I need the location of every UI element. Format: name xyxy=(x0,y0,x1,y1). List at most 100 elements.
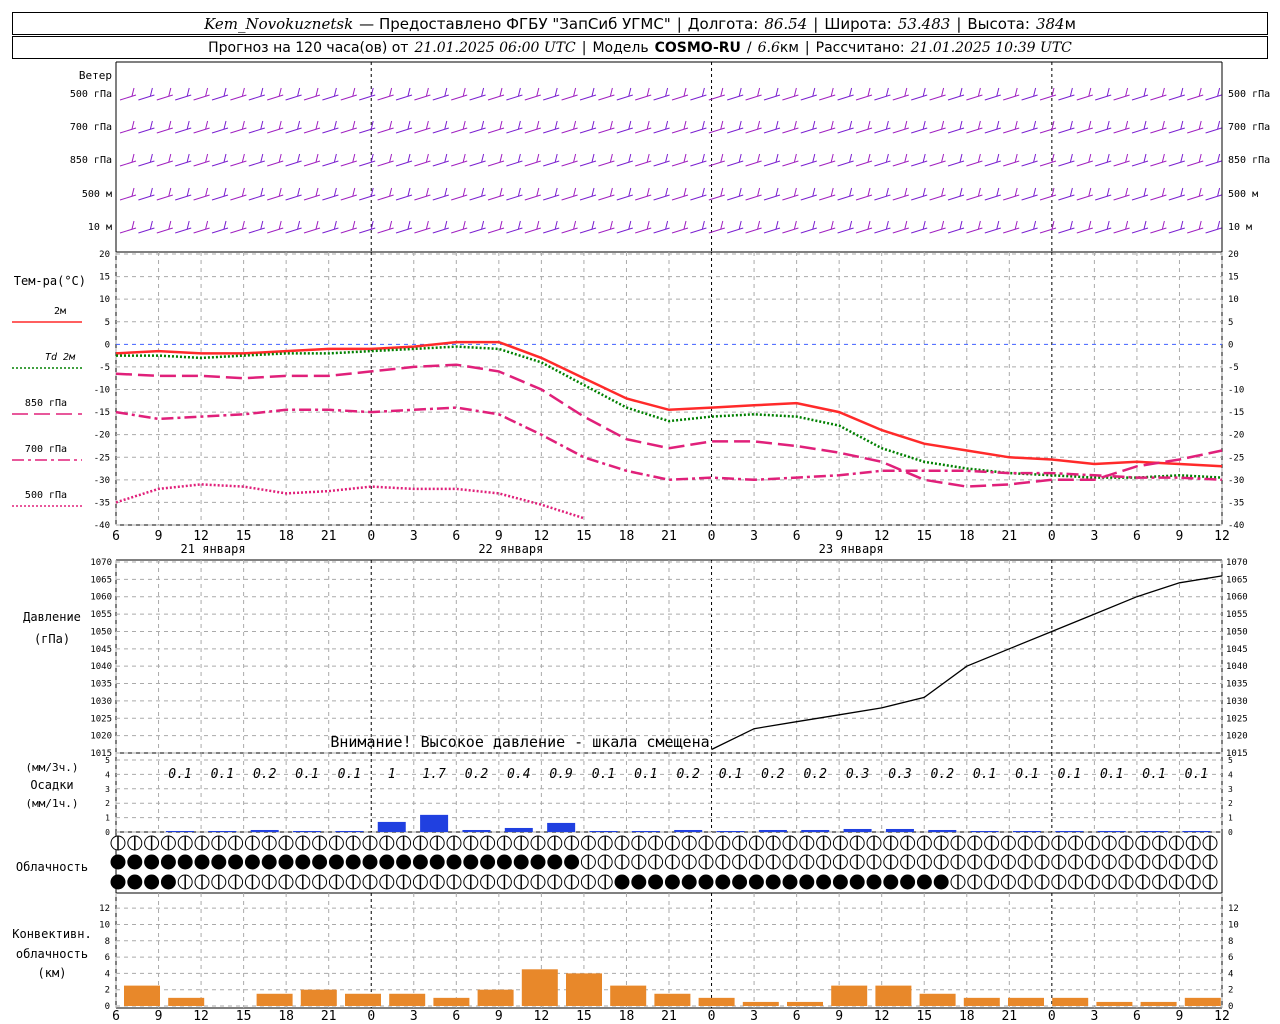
wind-barb-feather xyxy=(1088,153,1092,163)
wind-barb xyxy=(543,194,560,201)
precip-total: 0.1 xyxy=(634,767,657,782)
wind-barb xyxy=(819,94,836,101)
precip-bar xyxy=(504,827,533,832)
wind-barb-feather xyxy=(425,187,429,197)
wind-barb xyxy=(763,127,781,134)
pressure-tick: 1050 xyxy=(90,627,112,637)
temp-tick: 10 xyxy=(99,295,110,305)
pressure-tick: 1060 xyxy=(90,593,112,603)
wind-barb-feather xyxy=(241,153,245,163)
wind-barb xyxy=(1113,194,1130,201)
sep: | xyxy=(813,14,819,33)
hour-label: 9 xyxy=(835,1009,843,1024)
precip-tick: 1 xyxy=(1228,814,1233,823)
wind-barb xyxy=(911,194,928,201)
conv-bar xyxy=(300,989,337,1006)
wind-barb-feather xyxy=(793,87,797,97)
wind-barb xyxy=(763,160,781,167)
precip-tick: 5 xyxy=(105,756,110,765)
pressure-warning: Внимание! Высокое давление - шкала смеще… xyxy=(330,733,709,751)
wind-barb xyxy=(690,127,707,134)
wind-barb-feather xyxy=(278,120,282,130)
wind-barb xyxy=(303,227,321,234)
wind-barb-feather xyxy=(297,187,301,197)
wind-barb xyxy=(248,127,265,134)
wind-barb-feather xyxy=(977,153,981,163)
conv-tick: 0 xyxy=(105,1002,110,1012)
precip-bar xyxy=(250,829,279,832)
cloud-symbol xyxy=(379,854,395,870)
hour-label: 9 xyxy=(1176,529,1184,544)
wind-barb xyxy=(727,194,744,201)
wind-barb xyxy=(708,94,725,101)
wind-barb xyxy=(1205,160,1222,167)
wind-barb-feather xyxy=(1217,153,1221,163)
wind-barb xyxy=(837,94,854,101)
wind-barb xyxy=(1205,127,1222,134)
wind-barb-feather xyxy=(609,220,613,230)
wind-barb-feather xyxy=(186,120,190,130)
wind-barb xyxy=(690,227,707,234)
wind-barb xyxy=(414,160,431,167)
conv-tick: 8 xyxy=(1228,937,1233,947)
temp-tick: -30 xyxy=(1228,476,1244,486)
precip-total: 0.1 xyxy=(295,767,318,782)
wind-barb xyxy=(1076,160,1093,167)
wind-barb-feather xyxy=(370,187,374,197)
cloud-symbol xyxy=(530,854,546,870)
wind-barb-feather xyxy=(941,220,945,230)
wind-barb xyxy=(1131,127,1149,134)
wind-barb-feather xyxy=(333,153,337,163)
wind-barb xyxy=(119,94,137,101)
pressure-tick: 1045 xyxy=(1226,645,1248,655)
wind-barb xyxy=(708,227,725,234)
conv-bar xyxy=(654,993,691,1006)
temp-title: Тем-ра(°C) xyxy=(14,274,86,288)
wind-barb xyxy=(359,227,376,234)
computed-time: 21.01.2025 10:39 UTC xyxy=(910,39,1072,56)
wind-barb xyxy=(377,194,394,201)
wind-barb xyxy=(892,227,909,234)
wind-barb xyxy=(874,127,891,134)
pressure-tick: 1050 xyxy=(1226,627,1248,637)
hour-label: 3 xyxy=(1090,1009,1098,1024)
precip-bar xyxy=(420,814,449,832)
cloud-symbol xyxy=(648,874,664,890)
precip-bar xyxy=(928,829,957,832)
wind-barb-feather xyxy=(425,220,429,230)
wind-barb-feather xyxy=(628,153,632,163)
wind-barb xyxy=(432,194,449,201)
wind-barb-feather xyxy=(573,153,577,163)
wind-barb-feather xyxy=(370,87,374,97)
wind-barb-feather xyxy=(425,87,429,97)
wind-barb-feather xyxy=(720,153,724,163)
wind-barb-feather xyxy=(241,120,245,130)
lon-value: 86.54 xyxy=(764,14,808,33)
wind-barb-feather xyxy=(757,220,761,230)
wind-barb-feather xyxy=(223,120,227,130)
wind-barb-feather xyxy=(131,220,135,230)
wind-barb-feather xyxy=(1143,187,1147,197)
pressure-tick: 1015 xyxy=(1226,749,1248,759)
wind-barb xyxy=(1131,227,1149,234)
cloud-symbol xyxy=(664,874,680,890)
wind-barb xyxy=(1021,194,1038,201)
wind-barb-feather xyxy=(1033,220,1037,230)
wind-barb xyxy=(1058,94,1075,101)
hour-label: 9 xyxy=(155,1009,163,1024)
wind-barb-feather xyxy=(407,120,411,130)
hour-label: 3 xyxy=(1090,529,1098,544)
hour-label: 18 xyxy=(959,529,975,544)
wind-barb-feather xyxy=(646,153,650,163)
hour-label: 6 xyxy=(793,1009,801,1024)
wind-barb xyxy=(1003,127,1020,134)
wind-barb xyxy=(138,227,155,234)
wind-barb-feather xyxy=(830,153,834,163)
precip-total: 1.7 xyxy=(422,767,446,782)
wind-barb xyxy=(745,127,762,134)
wind-barb xyxy=(156,127,173,134)
wind-barb xyxy=(782,127,799,134)
wind-barb xyxy=(156,94,173,101)
wind-barb xyxy=(984,94,1001,101)
